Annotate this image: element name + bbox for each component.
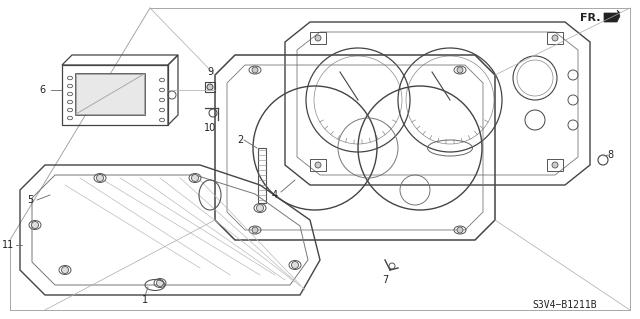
Bar: [547, 32, 563, 44]
Circle shape: [207, 84, 213, 90]
Circle shape: [457, 227, 463, 233]
Circle shape: [252, 67, 258, 73]
Circle shape: [315, 162, 321, 168]
Circle shape: [257, 204, 264, 211]
Text: 11: 11: [2, 240, 14, 250]
Circle shape: [31, 221, 38, 228]
Text: FR.: FR.: [580, 13, 600, 23]
Text: S3V4−B1211B: S3V4−B1211B: [532, 300, 597, 310]
Text: 10: 10: [204, 123, 216, 133]
Text: 2: 2: [237, 135, 243, 145]
Bar: [547, 159, 563, 171]
Circle shape: [157, 279, 163, 286]
Circle shape: [457, 67, 463, 73]
Circle shape: [252, 227, 258, 233]
Bar: [310, 32, 326, 44]
Text: 6: 6: [39, 85, 45, 95]
Text: 9: 9: [207, 67, 213, 77]
Text: 8: 8: [607, 150, 613, 160]
Bar: [258, 148, 266, 203]
Circle shape: [552, 35, 558, 41]
Circle shape: [97, 174, 104, 182]
Text: 5: 5: [27, 195, 33, 205]
Text: 1: 1: [142, 295, 148, 305]
Circle shape: [291, 262, 298, 269]
Circle shape: [61, 266, 68, 273]
Bar: [75, 73, 145, 115]
Bar: [310, 159, 326, 171]
Text: 4: 4: [272, 190, 278, 200]
Circle shape: [552, 162, 558, 168]
Circle shape: [315, 35, 321, 41]
Circle shape: [191, 174, 198, 182]
Text: 7: 7: [382, 275, 388, 285]
Polygon shape: [604, 10, 620, 22]
Polygon shape: [76, 74, 144, 114]
